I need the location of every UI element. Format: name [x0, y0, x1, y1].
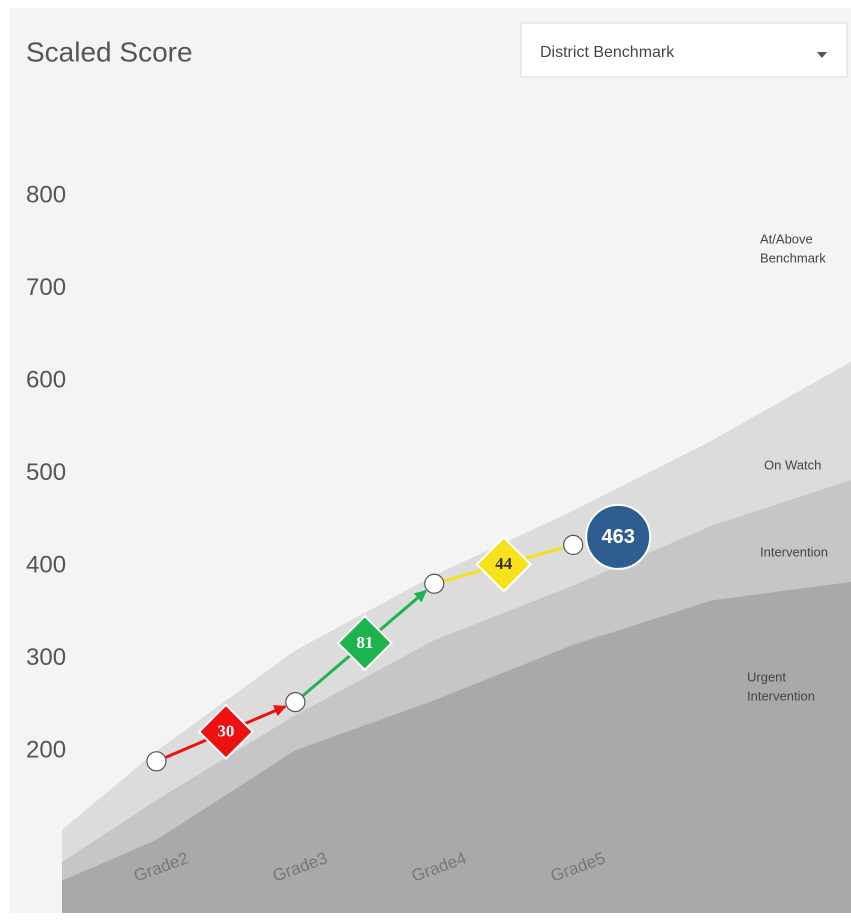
bands	[62, 361, 851, 914]
growth-label: 81	[356, 633, 373, 652]
growth-diamond	[475, 536, 533, 593]
y-tick-label: 400	[26, 552, 66, 579]
y-tick-label: 300	[26, 644, 66, 671]
growth-diamond	[336, 614, 394, 672]
y-tick-label: 700	[26, 274, 66, 301]
current-score-bubble	[585, 503, 652, 570]
score-point	[424, 573, 445, 594]
band-label: Benchmark	[760, 250, 826, 265]
panel-footer	[10, 913, 851, 924]
y-tick-label: 500	[26, 459, 66, 486]
dropdown-label[interactable]: District Benchmark	[540, 44, 675, 61]
growth-label: 30	[217, 722, 234, 741]
dropdown[interactable]: District Benchmark	[520, 22, 848, 78]
dropdown-arrow[interactable]	[817, 52, 827, 58]
y-tick-label: 800	[26, 182, 66, 209]
growth-diamond	[197, 703, 255, 761]
current-score-label: 463	[601, 526, 634, 548]
y-tick-label: 600	[26, 367, 66, 394]
band-label: Intervention	[760, 544, 828, 559]
chart-title: Scaled Score	[26, 36, 193, 67]
y-tick-label: 200	[26, 736, 66, 763]
score-point	[285, 692, 306, 713]
growth-label: 44	[495, 554, 513, 573]
band-label: Intervention	[747, 688, 815, 703]
dropdown-box[interactable]	[520, 22, 848, 78]
band-label: At/Above	[760, 231, 813, 246]
band-label: Urgent	[747, 669, 786, 684]
band-label: On Watch	[764, 457, 821, 472]
score-point	[146, 751, 167, 772]
score-point	[563, 534, 584, 556]
band-area	[62, 581, 851, 913]
